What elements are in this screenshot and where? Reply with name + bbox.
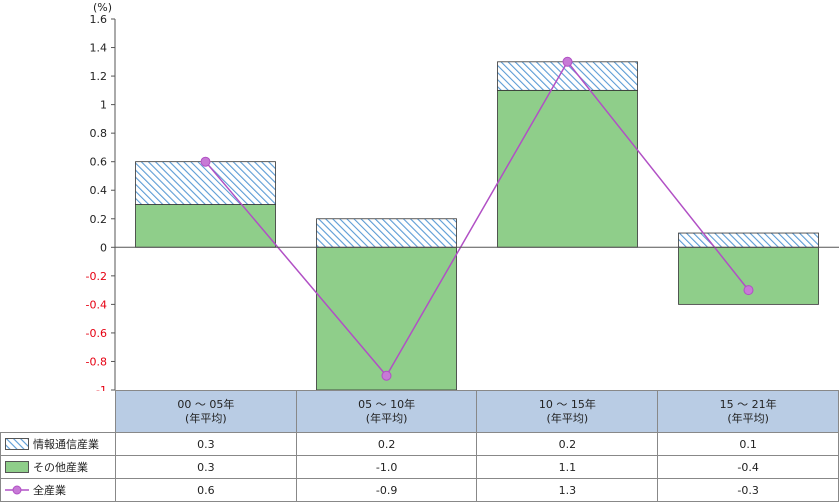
table-header-cell: 05 ～ 10年 (年平均) [295,390,478,433]
header-period: 05 ～ 10年 [358,397,416,411]
y-tick-label: 0 [100,241,107,254]
table-cell: -1.0 [295,455,478,479]
y-tick-label: 1 [100,99,107,112]
line-point [200,156,211,167]
y-tick-label: -1 [96,384,107,392]
legend-label: 全産業 [33,484,66,497]
y-tick-label: 1.6 [90,13,108,26]
bar-ict-industry [678,232,819,248]
table-cell: -0.3 [657,478,839,502]
table-cell: 0.3 [114,432,297,456]
table-cell: 0.2 [476,432,659,456]
chart-canvas: (%) 1.6 1.4 1.2 1 0.8 0.6 0.4 0.2 0 -0.2 -0.4 -0.6 -… [86,1,839,392]
header-period: 15 ～ 21年 [719,397,777,411]
header-note: (年平均) [727,411,769,425]
legend-ict: 情報通信産業 [0,432,116,456]
header-note: (年平均) [185,411,227,425]
y-axis-ticks: 1.6 1.4 1.2 1 0.8 0.6 0.4 0.2 0 -0.2 -0.4 -0.6 -0.8 -… [86,13,115,392]
bar-other-industries [678,246,819,305]
bar-ict-industry [135,161,276,205]
bar-other-industries [135,204,276,248]
line-point [562,56,573,67]
bar-ict-industry [316,218,457,248]
bar-other-industries [497,89,638,248]
line-point [743,285,754,296]
table-cell: -0.4 [657,455,839,479]
y-tick-label: -0.2 [86,270,107,283]
bars [135,61,819,391]
y-tick-label: 1.4 [90,42,108,55]
y-tick-label: 0.8 [90,127,108,140]
y-tick-label: 0.2 [90,213,108,226]
header-note: (年平均) [546,411,589,425]
green-swatch-icon [5,461,29,473]
table-header-row: 00 ～ 05年 (年平均) 05 ～ 10年 (年平均) 10 ～ 15年 (年平均… [0,390,839,433]
line-point [381,370,392,381]
legend-other: その他産業 [0,455,116,479]
table-cell: 0.2 [295,432,478,456]
y-tick-label: -0.4 [86,298,107,311]
y-tick-label: -0.8 [86,355,107,368]
table-header-cell: 10 ～ 15年 (年平均) [476,390,659,433]
table-cell: -0.9 [295,478,478,502]
table-cell: 0.6 [114,478,297,502]
header-note: (年平均) [365,411,408,425]
table-row: 情報通信産業 0.3 0.2 0.2 0.1 [0,432,839,456]
table-row: 全産業 0.6 -0.9 1.3 -0.3 [0,478,839,502]
table-cell: 1.1 [476,455,659,479]
header-period: 10 ～ 15年 [538,397,596,411]
line-all-industries [204,60,750,378]
legend-label: 情報通信産業 [33,438,99,451]
y-tick-label: -0.6 [86,327,107,340]
y-tick-label: 0.4 [90,184,108,197]
bar-other-industries [316,246,457,391]
table-cell: 0.3 [114,455,297,479]
table-header-cell: 00 ～ 05年 (年平均) [114,390,297,433]
y-unit-label: (%) [93,1,112,14]
table-cell: 0.1 [657,432,839,456]
y-tick-label: 0.6 [90,156,108,169]
table-corner [0,390,116,433]
legend-all: 全産業 [0,478,116,502]
table-cell: 1.3 [476,478,659,502]
table-header-cell: 15 ～ 21年 (年平均) [657,390,839,433]
table-row: その他産業 0.3 -1.0 1.1 -0.4 [0,455,839,479]
y-tick-label: 1.2 [90,70,108,83]
header-period: 00 ～ 05年 [177,397,235,411]
hatched-swatch-icon [5,438,29,450]
total-line [200,56,754,381]
legend-label: その他産業 [33,461,88,474]
line-marker-icon [5,485,29,495]
data-table: 00 ～ 05年 (年平均) 05 ～ 10年 (年平均) 10 ～ 15年 (年平均… [0,390,839,502]
